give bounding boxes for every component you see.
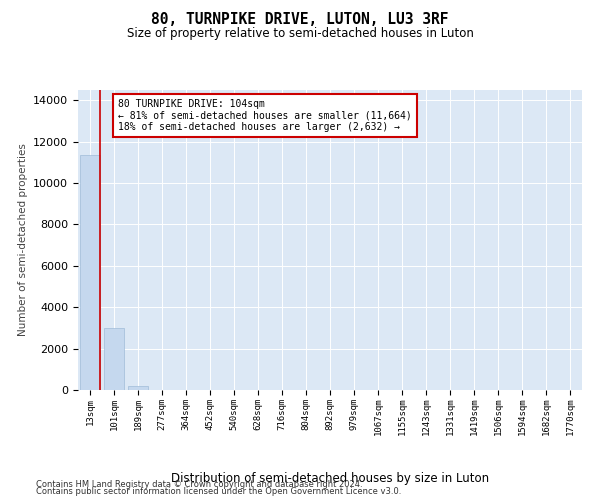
Text: 80 TURNPIKE DRIVE: 104sqm
← 81% of semi-detached houses are smaller (11,664)
18%: 80 TURNPIKE DRIVE: 104sqm ← 81% of semi-… bbox=[118, 99, 412, 132]
Text: Contains HM Land Registry data © Crown copyright and database right 2024.: Contains HM Land Registry data © Crown c… bbox=[36, 480, 362, 489]
Text: Contains public sector information licensed under the Open Government Licence v3: Contains public sector information licen… bbox=[36, 487, 401, 496]
Text: 80, TURNPIKE DRIVE, LUTON, LU3 3RF: 80, TURNPIKE DRIVE, LUTON, LU3 3RF bbox=[151, 12, 449, 28]
Bar bbox=[104, 328, 124, 390]
Text: Size of property relative to semi-detached houses in Luton: Size of property relative to semi-detach… bbox=[127, 28, 473, 40]
Bar bbox=[80, 155, 100, 390]
Text: Distribution of semi-detached houses by size in Luton: Distribution of semi-detached houses by … bbox=[171, 472, 489, 485]
Y-axis label: Number of semi-detached properties: Number of semi-detached properties bbox=[17, 144, 28, 336]
Bar bbox=[128, 386, 148, 390]
